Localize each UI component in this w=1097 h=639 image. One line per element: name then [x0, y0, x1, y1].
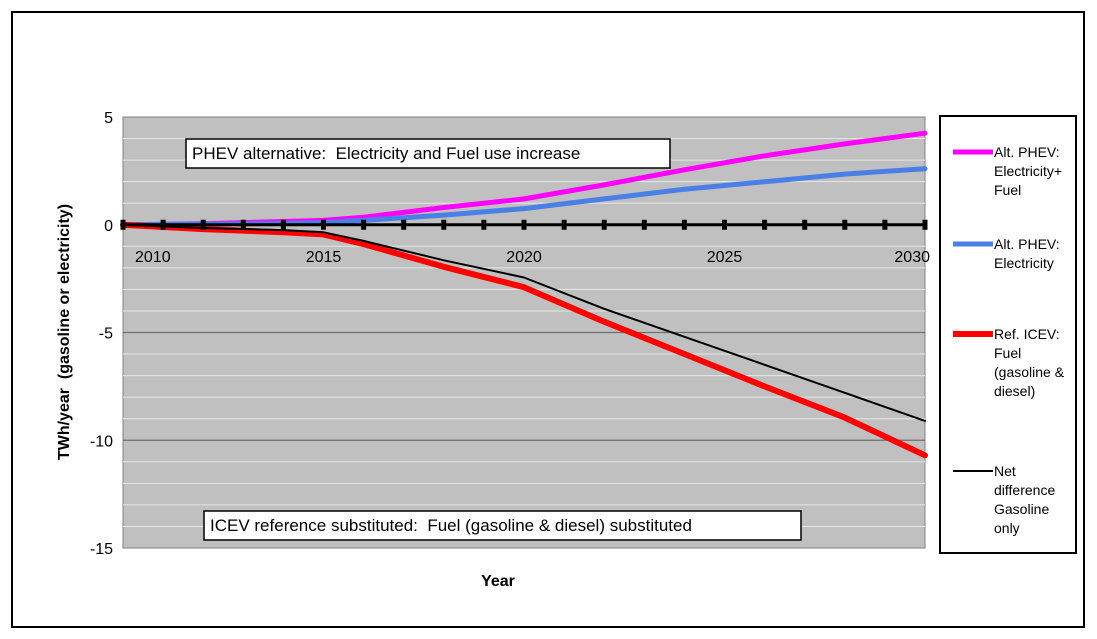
legend-label-4: only	[994, 520, 1020, 536]
zero-axis-tick	[120, 219, 126, 230]
zero-axis-tick	[641, 219, 647, 230]
x-tick-label: 2025	[707, 249, 743, 266]
legend-label-3: Fuel	[994, 345, 1021, 361]
zero-axis-tick	[240, 219, 246, 230]
zero-axis-tick	[280, 219, 286, 230]
y-tick-label: 0	[104, 218, 113, 235]
legend-label-4: difference	[994, 482, 1055, 498]
y-tick-label: 5	[104, 110, 113, 127]
zero-axis-tick	[200, 219, 206, 230]
annotation-top-box	[185, 138, 671, 169]
annotation-bottom-box	[203, 510, 802, 541]
annotation-top-text: PHEV alternative: Electricity and Fuel u…	[192, 144, 580, 163]
series-line-4	[122, 223, 926, 422]
x-tick-label: 2015	[306, 249, 342, 266]
legend-label-1: Alt. PHEV:	[994, 144, 1060, 160]
x-tick-label: 2010	[135, 249, 171, 266]
plot-area: 5 0 -5 -10 -15 2010 2015 2020 2025 2030	[90, 110, 930, 558]
legend-label-3: Ref. ICEV:	[994, 326, 1060, 342]
legend-label-3: diesel)	[994, 383, 1035, 399]
legend-label-1: Electricity+	[994, 163, 1062, 179]
y-tick-label: -5	[99, 326, 113, 343]
legend: Alt. PHEV: Electricity+ Fuel Alt. PHEV: Elec…	[953, 144, 1065, 536]
x-tick-labels: 2010 2015 2020 2025 2030	[135, 249, 930, 266]
y-axis-title: TWh/year (gasoline or electricity)	[56, 204, 73, 460]
zero-axis-tick	[361, 219, 367, 230]
x-tick-label: 2020	[506, 249, 542, 266]
series-line-3	[120, 221, 928, 459]
zero-axis-tick	[922, 219, 928, 230]
zero-axis-tick	[601, 219, 607, 230]
y-tick-label: -10	[90, 433, 113, 450]
zero-axis	[120, 219, 928, 230]
legend-label-2: Electricity	[994, 255, 1054, 271]
legend-label-4: Net	[994, 463, 1016, 479]
zero-axis-tick	[762, 219, 768, 230]
zero-axis-tick	[321, 219, 326, 230]
zero-axis-tick	[441, 219, 447, 230]
annotation-bottom: ICEV reference substituted: Fuel (gasoli…	[203, 510, 802, 541]
annotation-top: PHEV alternative: Electricity and Fuel u…	[185, 138, 671, 169]
zero-axis-tick	[561, 219, 567, 230]
x-axis-title: Year	[481, 573, 515, 590]
zero-axis-tick	[401, 219, 407, 230]
zero-axis-tick	[802, 219, 808, 230]
zero-axis-tick	[722, 219, 727, 230]
zero-axis-tick	[481, 219, 487, 230]
zero-axis-tick	[842, 219, 848, 230]
zero-axis-tick	[882, 219, 888, 230]
y-tick-labels: 5 0 -5 -10 -15	[90, 110, 113, 558]
zero-axis-tick	[521, 219, 527, 230]
y-tick-label: -15	[90, 541, 113, 558]
legend-label-2: Alt. PHEV:	[994, 236, 1060, 252]
x-tick-label: 2030	[894, 249, 930, 266]
annotation-bottom-text: ICEV reference substituted: Fuel (gasoli…	[210, 516, 692, 535]
legend-label-1: Fuel	[994, 182, 1021, 198]
zero-axis-tick	[681, 219, 687, 230]
zero-axis-tick	[160, 219, 166, 230]
legend-label-3: (gasoline &	[994, 364, 1065, 380]
legend-label-4: Gasoline	[994, 501, 1049, 517]
